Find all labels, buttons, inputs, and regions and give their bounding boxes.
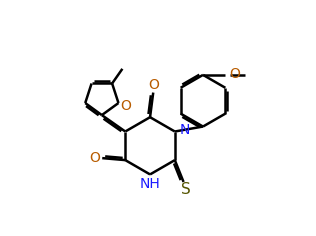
Text: O: O [89,151,100,165]
Text: O: O [148,78,159,92]
Text: O: O [120,99,131,113]
Text: N: N [180,122,190,136]
Text: O: O [230,67,240,81]
Text: S: S [181,182,191,198]
Text: NH: NH [140,177,161,190]
